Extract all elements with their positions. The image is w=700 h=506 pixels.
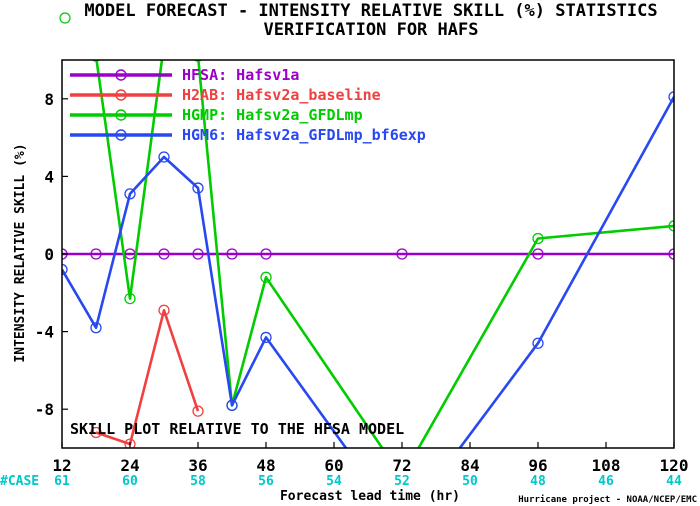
case-count: 61 xyxy=(54,474,70,489)
x-tick-label: 24 xyxy=(120,456,139,475)
data-point-hfsa xyxy=(396,248,408,260)
case-count: 58 xyxy=(190,474,206,489)
y-axis-label: INTENSITY RELATIVE SKILL (%) xyxy=(13,143,28,362)
series-line-hgm6 xyxy=(62,96,674,448)
x-tick-label: 60 xyxy=(324,456,343,475)
data-point-hgm6 xyxy=(532,337,544,349)
data-point-hgm6 xyxy=(124,188,136,200)
x-tick-label: 84 xyxy=(460,456,479,475)
credit-text: Hurricane project - NOAA/NCEP/EMC xyxy=(518,494,697,505)
legend: HFSA: Hafsv1a H2AB: Hafsv2a_baseline HGMP:… xyxy=(70,66,426,144)
x-axis-label: Forecast lead time (hr) xyxy=(280,489,460,504)
y-tick-label: -4 xyxy=(35,323,54,342)
case-count: 54 xyxy=(326,474,342,489)
case-count: 56 xyxy=(258,474,274,489)
legend-label: HFSA: Hafsv1a xyxy=(182,66,299,84)
x-tick-label: 36 xyxy=(188,456,207,475)
data-point-hfsa xyxy=(532,248,544,260)
series-layer xyxy=(62,39,674,448)
data-point-hgm6 xyxy=(668,91,674,103)
x-tick-label: 12 xyxy=(52,456,71,475)
series-hgm6 xyxy=(62,91,674,448)
y-tick-label: 4 xyxy=(44,167,54,186)
series-hgmp xyxy=(91,39,674,448)
data-point-hfsa xyxy=(192,248,204,260)
data-point-h2ab xyxy=(192,405,204,417)
legend-marker xyxy=(115,109,127,121)
legend-marker xyxy=(115,69,127,81)
plot-annotation: SKILL PLOT RELATIVE TO THE HFSA MODEL xyxy=(70,420,404,438)
case-count: 50 xyxy=(462,474,478,489)
data-point-hgm6 xyxy=(62,263,68,276)
data-point-hfsa xyxy=(158,248,170,260)
chart-title: MODEL FORECAST - INTENSITY RELATIVE SKIL… xyxy=(84,1,657,21)
series-line-h2ab xyxy=(95,308,200,446)
y-tick-label: 0 xyxy=(44,245,54,264)
legend-item-hgm6: HGM6: Hafsv2a_GFDLmp_bf6exp xyxy=(70,126,426,144)
data-point-hgm6 xyxy=(192,182,204,194)
data-point-hfsa xyxy=(226,248,238,260)
legend-item-h2ab: H2AB: Hafsv2a_baseline xyxy=(70,86,381,104)
y-tick-label: 8 xyxy=(44,90,54,109)
data-point-h2ab xyxy=(90,426,102,439)
data-point-hgm6 xyxy=(158,151,170,163)
x-tick-label: 120 xyxy=(660,456,689,475)
data-point-hgmp xyxy=(260,271,272,283)
case-count: 48 xyxy=(530,474,546,489)
data-point-hgmp xyxy=(193,60,203,62)
case-count: 52 xyxy=(394,474,410,489)
case-count: 44 xyxy=(666,474,682,489)
data-point-hgm6 xyxy=(226,399,238,411)
legend-label: H2AB: Hafsv2a_baseline xyxy=(182,86,381,104)
data-point-hgmp xyxy=(124,292,136,305)
legend-marker xyxy=(115,89,127,101)
x-tick-label: 72 xyxy=(392,456,411,475)
legend-item-hgmp: HGMP: Hafsv2a_GFDLmp xyxy=(70,106,363,124)
data-point-hgm6 xyxy=(90,322,102,334)
data-point-hfsa xyxy=(90,248,102,260)
case-count: 60 xyxy=(122,474,138,489)
data-point-hgmp xyxy=(91,60,101,62)
legend-item-hfsa: HFSA: Hafsv1a xyxy=(70,66,299,84)
data-point-hgmp xyxy=(532,232,544,245)
x-tick-label: 96 xyxy=(528,456,547,475)
legend-marker xyxy=(115,129,127,141)
data-point-hfsa xyxy=(260,248,272,260)
series-h2ab xyxy=(90,304,204,448)
data-point-hgmp xyxy=(668,220,674,232)
data-point-hgmp xyxy=(159,39,169,49)
chart-subtitle: VERIFICATION FOR HAFS xyxy=(264,20,479,40)
data-point-hgm6 xyxy=(260,331,272,344)
data-point-h2ab xyxy=(158,304,170,316)
legend-label: HGM6: Hafsv2a_GFDLmp_bf6exp xyxy=(182,126,426,144)
legend-label: HGMP: Hafsv2a_GFDLmp xyxy=(182,106,363,124)
data-point-hfsa xyxy=(668,248,674,260)
data-point-h2ab xyxy=(124,438,136,448)
case-count: 46 xyxy=(598,474,614,489)
x-tick-label: 48 xyxy=(256,456,275,475)
title-marker-icon xyxy=(59,12,71,24)
x-tick-label: 108 xyxy=(592,456,621,475)
case-label: #CASE xyxy=(0,474,39,489)
y-tick-label: -8 xyxy=(35,400,54,419)
